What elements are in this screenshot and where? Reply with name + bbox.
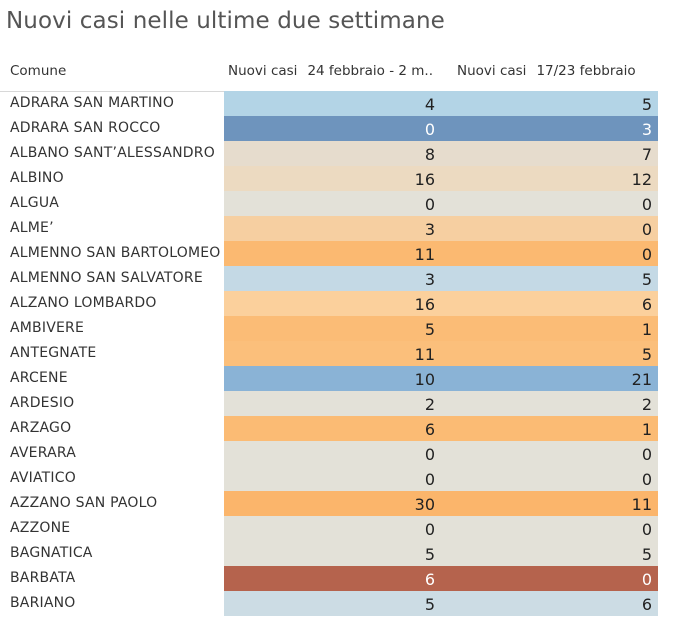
column-1-period: 24 febbraio - 2 m.. [307,63,434,79]
value-cell-17-23feb[interactable]: 5 [441,266,658,291]
comune-label: ARDESIO [10,395,75,411]
value-cell-17-23feb[interactable]: 7 [441,141,658,166]
table-row[interactable]: ALMENNO SAN SALVATORE 3 5 [0,266,687,291]
header-divider [0,91,224,92]
comune-label: BARBATA [10,570,76,586]
table-row[interactable]: BARBATA 6 0 [0,566,687,591]
table-row[interactable]: AMBIVERE 5 1 [0,316,687,341]
comune-label: BAGNATICA [10,545,93,561]
table-row[interactable]: ALBINO 16 12 [0,166,687,191]
table-row[interactable]: ALZANO LOMBARDO 16 6 [0,291,687,316]
value-cell-24feb-2mar[interactable]: 3 [224,266,441,291]
value-cell-17-23feb[interactable]: 0 [441,191,658,216]
value-cell-17-23feb[interactable]: 0 [441,516,658,541]
comune-label: ARZAGO [10,420,72,436]
comune-label: ANTEGNATE [10,345,97,361]
comune-label: ALMENNO SAN SALVATORE [10,270,203,286]
value-cell-17-23feb[interactable]: 12 [441,166,658,191]
value-cell-17-23feb[interactable]: 2 [441,391,658,416]
comune-label: ALBANO SANT’ALESSANDRO [10,145,215,161]
value-cell-17-23feb[interactable]: 0 [441,441,658,466]
comune-label: BARIANO [10,595,76,611]
table-row[interactable]: AVERARA 0 0 [0,441,687,466]
value-cell-24feb-2mar[interactable]: 0 [224,441,441,466]
table-row[interactable]: ALMENNO SAN BARTOLOMEO 11 0 [0,241,687,266]
value-cell-17-23feb[interactable]: 0 [441,216,658,241]
value-cell-17-23feb[interactable]: 21 [441,366,658,391]
table-row[interactable]: ARDESIO 2 2 [0,391,687,416]
value-cell-24feb-2mar[interactable]: 16 [224,291,441,316]
table-body: ADRARA SAN MARTINO 4 5 ADRARA SAN ROCCO 0 3 AL… [0,91,687,616]
table-row[interactable]: ALME’ 3 0 [0,216,687,241]
table-row[interactable]: ALBANO SANT’ALESSANDRO 8 7 [0,141,687,166]
table-row[interactable]: ADRARA SAN MARTINO 4 5 [0,91,687,116]
column-2-period: 17/23 febbraio [536,63,636,79]
value-cell-24feb-2mar[interactable]: 10 [224,366,441,391]
table-row[interactable]: BARIANO 5 6 [0,591,687,616]
value-cell-24feb-2mar[interactable]: 6 [224,416,441,441]
comune-label: ALZANO LOMBARDO [10,295,157,311]
table-row[interactable]: ARCENE 10 21 [0,366,687,391]
column-header-1[interactable]: Nuovi casi 24 febbraio - 2 m.. [228,63,433,79]
value-cell-24feb-2mar[interactable]: 2 [224,391,441,416]
value-cell-24feb-2mar[interactable]: 30 [224,491,441,516]
comune-label: AVERARA [10,445,76,461]
chart-title: Nuovi casi nelle ultime due settimane [6,8,445,34]
comune-label: AMBIVERE [10,320,84,336]
value-cell-24feb-2mar[interactable]: 5 [224,591,441,616]
comune-label: ALBINO [10,170,64,186]
value-cell-24feb-2mar[interactable]: 3 [224,216,441,241]
comune-label: AZZANO SAN PAOLO [10,495,158,511]
column-1-measure: Nuovi casi [228,63,298,79]
comune-label: AZZONE [10,520,71,536]
table-row[interactable]: ARZAGO 6 1 [0,416,687,441]
table-row[interactable]: AZZANO SAN PAOLO 30 11 [0,491,687,516]
table-row[interactable]: ALGUA 0 0 [0,191,687,216]
column-header-2[interactable]: Nuovi casi 17/23 febbraio [457,63,636,79]
value-cell-17-23feb[interactable]: 5 [441,341,658,366]
comune-label: ALME’ [10,220,54,236]
value-cell-17-23feb[interactable]: 0 [441,566,658,591]
table-row[interactable]: AVIATICO 0 0 [0,466,687,491]
value-cell-24feb-2mar[interactable]: 0 [224,191,441,216]
comune-label: ADRARA SAN MARTINO [10,95,175,111]
table-row[interactable]: ADRARA SAN ROCCO 0 3 [0,116,687,141]
value-cell-17-23feb[interactable]: 1 [441,416,658,441]
value-cell-24feb-2mar[interactable]: 16 [224,166,441,191]
value-cell-24feb-2mar[interactable]: 5 [224,541,441,566]
value-cell-24feb-2mar[interactable]: 8 [224,141,441,166]
value-cell-24feb-2mar[interactable]: 11 [224,241,441,266]
comune-label: ALMENNO SAN BARTOLOMEO [10,245,221,261]
value-cell-24feb-2mar[interactable]: 0 [224,466,441,491]
table-row[interactable]: ANTEGNATE 11 5 [0,341,687,366]
value-cell-24feb-2mar[interactable]: 6 [224,566,441,591]
table-row[interactable]: BAGNATICA 5 5 [0,541,687,566]
value-cell-17-23feb[interactable]: 5 [441,91,658,116]
comune-label: ALGUA [10,195,60,211]
value-cell-17-23feb[interactable]: 0 [441,466,658,491]
value-cell-17-23feb[interactable]: 5 [441,541,658,566]
column-2-measure: Nuovi casi [457,63,527,79]
value-cell-17-23feb[interactable]: 0 [441,241,658,266]
value-cell-17-23feb[interactable]: 1 [441,316,658,341]
value-cell-24feb-2mar[interactable]: 4 [224,91,441,116]
value-cell-24feb-2mar[interactable]: 0 [224,516,441,541]
value-cell-24feb-2mar[interactable]: 11 [224,341,441,366]
value-cell-17-23feb[interactable]: 11 [441,491,658,516]
value-cell-17-23feb[interactable]: 6 [441,291,658,316]
value-cell-17-23feb[interactable]: 6 [441,591,658,616]
comune-label: ARCENE [10,370,68,386]
value-cell-24feb-2mar[interactable]: 5 [224,316,441,341]
comune-label: AVIATICO [10,470,76,486]
row-header-comune[interactable]: Comune [10,63,67,79]
table-row[interactable]: AZZONE 0 0 [0,516,687,541]
comune-label: ADRARA SAN ROCCO [10,120,161,136]
value-cell-24feb-2mar[interactable]: 0 [224,116,441,141]
value-cell-17-23feb[interactable]: 3 [441,116,658,141]
